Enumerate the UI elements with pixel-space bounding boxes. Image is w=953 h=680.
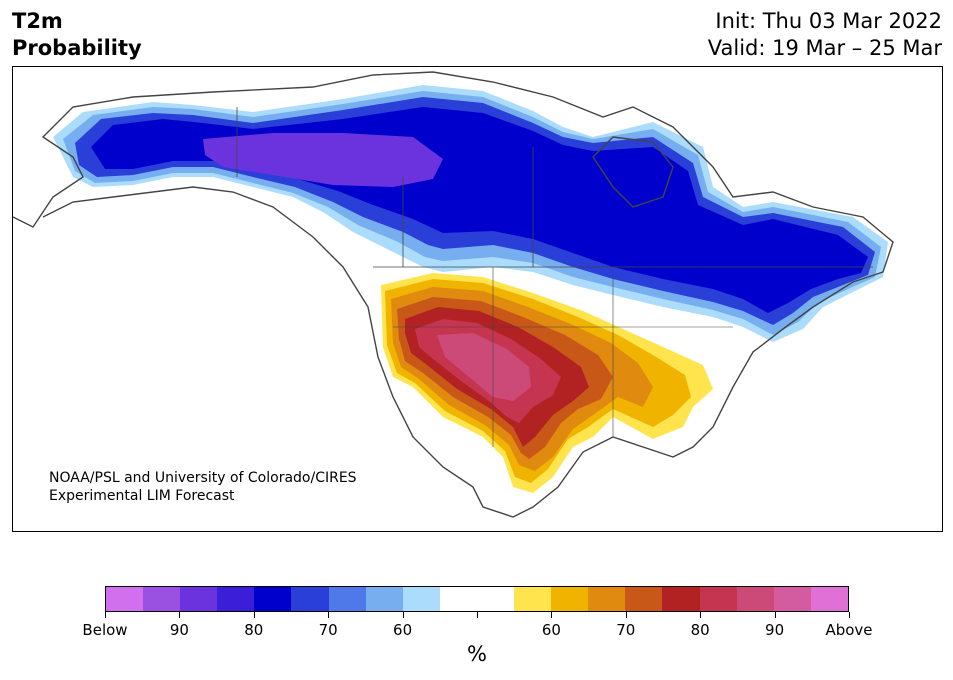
map-title: T2m Probability [12,8,142,62]
colorbar-tick-label: 70 [318,621,338,639]
colorbar-tick-label: 70 [616,621,636,639]
colorbar-tick-label: 60 [393,621,413,639]
colorbar-swatch [514,587,552,611]
colorbar-swatch [402,587,440,611]
colorbar-tick-label: Above [825,621,873,639]
colorbar-tick-label: 80 [690,621,710,639]
colorbar-tick-label: 80 [244,621,264,639]
colorbar-swatch [291,587,329,611]
colorbar-swatch [736,587,774,611]
forecast-map: NOAA/PSL and University of Colorado/CIRE… [12,66,943,532]
colorbar-swatch [217,587,255,611]
colorbar-tick [105,612,106,618]
colorbar-tick-label: 90 [765,621,785,639]
colorbar-swatch [662,587,700,611]
colorbar-swatch [476,587,515,611]
credit-line-1: NOAA/PSL and University of Colorado/CIRE… [49,470,357,486]
colorbar-tick [625,612,627,618]
colorbar-tick [477,612,478,618]
colorbar-tick [551,612,553,618]
colorbar-swatch [143,587,181,611]
colorbar-tick-label: 60 [541,621,561,639]
colorbar-tick [328,612,330,618]
map-subtitle: Probability [12,36,142,60]
colorbar-tick [253,612,255,618]
init-date: Init: Thu 03 Mar 2022 [715,9,942,33]
above-region-90 [437,333,531,401]
colorbar-swatch [365,587,403,611]
colorbar-swatch [699,587,737,611]
credit-text: NOAA/PSL and University of Colorado/CIRE… [49,469,357,505]
colorbar-tick [849,612,850,618]
colorbar-tick [700,612,702,618]
colorbar-tick-label: Below [82,621,128,639]
variable-name: T2m [12,9,63,33]
colorbar-tick [179,612,181,618]
colorbar-swatch [551,587,589,611]
colorbar-swatch [773,587,811,611]
colorbar-swatch [328,587,366,611]
valid-range: Valid: 19 Mar – 25 Mar [707,36,942,60]
forecast-dates: Init: Thu 03 Mar 2022 Valid: 19 Mar – 25… [708,8,942,62]
below-region-90 [203,133,443,187]
colorbar-swatch [588,587,626,611]
coastline-outline [13,71,894,518]
colorbar-tick [774,612,776,618]
colorbar-swatch [810,587,848,611]
colorbar-unit: % [467,642,487,666]
colorbar [105,586,849,612]
colorbar-swatch [625,587,663,611]
map-canvas [13,71,894,518]
credit-line-2: Experimental LIM Forecast [49,488,235,504]
colorbar-swatch [254,587,292,611]
colorbar-swatch [106,587,144,611]
colorbar-tick-label: 90 [169,621,189,639]
colorbar-swatch [180,587,218,611]
colorbar-tick [402,612,404,618]
colorbar-swatch [439,587,477,611]
